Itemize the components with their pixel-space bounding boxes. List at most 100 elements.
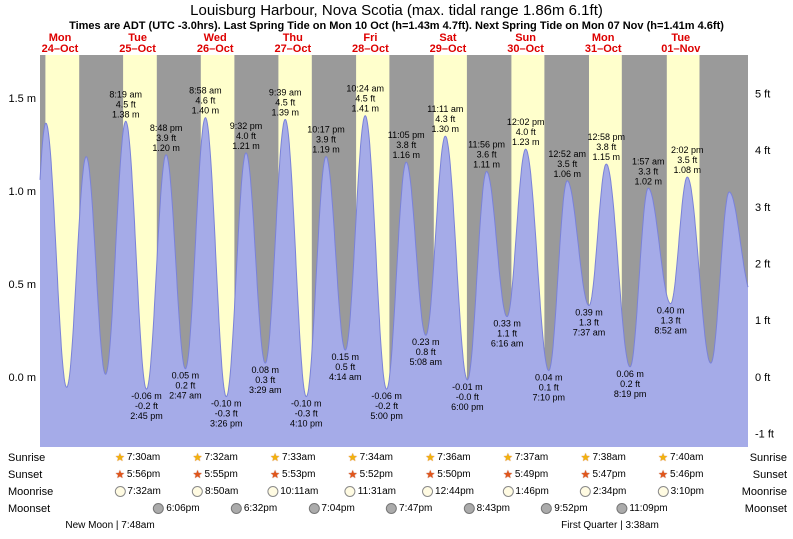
day-label: Mon 24–Oct (41, 32, 79, 55)
moonrise-icon (267, 486, 279, 497)
tide-high-label: 2:02 pm3.5 ft1.08 m (671, 145, 704, 175)
svg-text:12:52 am: 12:52 am (548, 149, 586, 159)
svg-text:-0.06 m: -0.06 m (131, 391, 162, 401)
svg-text:0.40 m: 0.40 m (657, 306, 685, 316)
svg-text:-0.10 m: -0.10 m (291, 399, 322, 409)
svg-text:1.19 m: 1.19 m (312, 145, 340, 155)
svg-text:4.6 ft: 4.6 ft (195, 96, 216, 106)
tide-high-label: 10:24 am4.5 ft1.41 m (346, 84, 384, 114)
sunrise-icon: ★ (347, 451, 358, 464)
day-label: Tue 01–Nov (661, 32, 701, 55)
sunrise-icon: ★ (502, 451, 513, 464)
sunset-icon: ★ (114, 468, 125, 481)
sunset-time: 5:46pm (670, 469, 704, 480)
sunset-icon: ★ (425, 468, 436, 481)
sunrise-icon: ★ (425, 451, 436, 464)
sunset-icon: ★ (580, 468, 591, 481)
sunset-icon: ★ (192, 468, 203, 481)
sunrise-entry: ★ 7:32am (193, 452, 238, 463)
moonrise-row-label-right: Moonrise (741, 486, 787, 498)
svg-text:2:47 am: 2:47 am (169, 391, 202, 401)
svg-text:1.16 m: 1.16 m (392, 150, 420, 160)
svg-text:0.39 m: 0.39 m (575, 308, 603, 318)
moonset-time: 7:47pm (399, 503, 433, 514)
tide-low-label: -0.06 m-0.2 ft5:00 pm (370, 391, 403, 421)
svg-text:0.06 m: 0.06 m (616, 369, 644, 379)
svg-text:-0.3 ft: -0.3 ft (295, 409, 319, 419)
svg-text:3.5 ft: 3.5 ft (557, 159, 578, 169)
moonrise-icon (502, 486, 514, 497)
svg-text:4.5 ft: 4.5 ft (355, 94, 376, 104)
svg-text:-0.0 ft: -0.0 ft (456, 392, 480, 402)
y-axis-left-label: 0.5 m (8, 279, 36, 291)
moonset-entry: 6:06pm (153, 503, 200, 514)
moonset-time: 6:32pm (243, 503, 278, 514)
y-axis-right-label: 0 ft (755, 372, 770, 384)
sunrise-icon: ★ (580, 451, 591, 464)
sunrise-time: 7:37am (514, 452, 549, 463)
y-axis-right-label: -1 ft (755, 429, 774, 441)
tide-high-label: 8:58 am4.6 ft1.40 m (189, 86, 222, 116)
moonrise-time: 10:11am (280, 486, 319, 497)
svg-text:9:39 am: 9:39 am (269, 88, 302, 98)
svg-text:3.3 ft: 3.3 ft (638, 166, 659, 176)
svg-text:4:10 pm: 4:10 pm (290, 419, 323, 429)
svg-text:4.5 ft: 4.5 ft (275, 98, 296, 108)
svg-text:3.5 ft: 3.5 ft (677, 155, 698, 165)
svg-text:1:57 am: 1:57 am (632, 156, 665, 166)
y-axis-left-label: 1.0 m (8, 186, 36, 198)
moonset-icon (308, 503, 320, 514)
day-label: Fri 28–Oct (352, 32, 389, 55)
sunset-time: 5:52pm (359, 469, 394, 480)
svg-text:0.04 m: 0.04 m (535, 373, 563, 383)
moonset-row-label-left: Moonset (8, 503, 51, 515)
moonrise-entry: 10:11am (267, 486, 318, 497)
svg-text:0.2 ft: 0.2 ft (620, 379, 641, 389)
svg-text:1.38 m: 1.38 m (112, 109, 140, 119)
tide-low-label: 0.04 m0.1 ft7:10 pm (533, 373, 566, 403)
svg-text:7:37 am: 7:37 am (573, 328, 606, 338)
svg-text:-0.2 ft: -0.2 ft (375, 401, 399, 411)
tide-curve (39, 115, 749, 398)
svg-text:0.15 m: 0.15 m (332, 352, 360, 362)
sunset-entry: ★ 5:56pm (115, 469, 160, 480)
moonset-icon (230, 503, 242, 514)
svg-text:8:52 am: 8:52 am (654, 326, 687, 336)
sunrise-entry: ★ 7:40am (658, 452, 703, 463)
svg-text:3.9 ft: 3.9 ft (156, 133, 177, 143)
tide-high-label: 1:57 am3.3 ft1.02 m (632, 156, 665, 186)
sunset-entry: ★ 5:53pm (270, 469, 315, 480)
moonset-time: 6:06pm (166, 503, 200, 514)
moonset-time: 7:04pm (321, 503, 355, 514)
sunset-time: 5:53pm (282, 469, 316, 480)
sunrise-entry: ★ 7:38am (581, 452, 626, 463)
svg-text:3:29 am: 3:29 am (249, 385, 282, 395)
sunrise-time: 7:32am (204, 452, 238, 463)
tide-high-label: 11:11 am4.3 ft1.30 m (427, 104, 463, 134)
svg-text:4:14 am: 4:14 am (329, 372, 362, 382)
tide-high-label: 8:19 am4.5 ft1.38 m (109, 89, 142, 119)
svg-text:0.1 ft: 0.1 ft (539, 383, 560, 393)
sunset-entry: ★ 5:47pm (581, 469, 626, 480)
sunrise-time: 7:40am (670, 452, 704, 463)
svg-text:0.5 ft: 0.5 ft (335, 362, 356, 372)
moon-phase-note-first-quarter: First Quarter | 3:38am (561, 520, 659, 531)
moonset-icon (616, 503, 628, 514)
moonset-entry: 7:47pm (386, 503, 432, 514)
tide-area (40, 115, 748, 447)
tide-low-label: 0.33 m1.1 ft6:16 am (491, 319, 524, 349)
svg-text:3.9 ft: 3.9 ft (316, 135, 337, 145)
sunset-row-label-left: Sunset (8, 469, 43, 481)
sunrise-entry: ★ 7:36am (425, 452, 470, 463)
sunset-time: 5:55pm (204, 469, 238, 480)
tide-high-label: 12:02 pm4.0 ft1.23 m (507, 117, 545, 147)
sunrise-time: 7:36am (437, 452, 471, 463)
tide-low-label: 0.23 m0.8 ft5:08 am (410, 337, 443, 367)
svg-text:1.3 ft: 1.3 ft (661, 316, 682, 326)
sunrise-time: 7:30am (126, 452, 161, 463)
moonrise-icon (114, 486, 126, 497)
tide-low-label: -0.01 m-0.0 ft6:00 pm (451, 382, 484, 412)
svg-text:-0.06 m: -0.06 m (371, 391, 402, 401)
moonrise-entry: 1:46pm (502, 486, 549, 497)
tide-high-label: 11:05 pm3.8 ft1.16 m (388, 130, 425, 160)
